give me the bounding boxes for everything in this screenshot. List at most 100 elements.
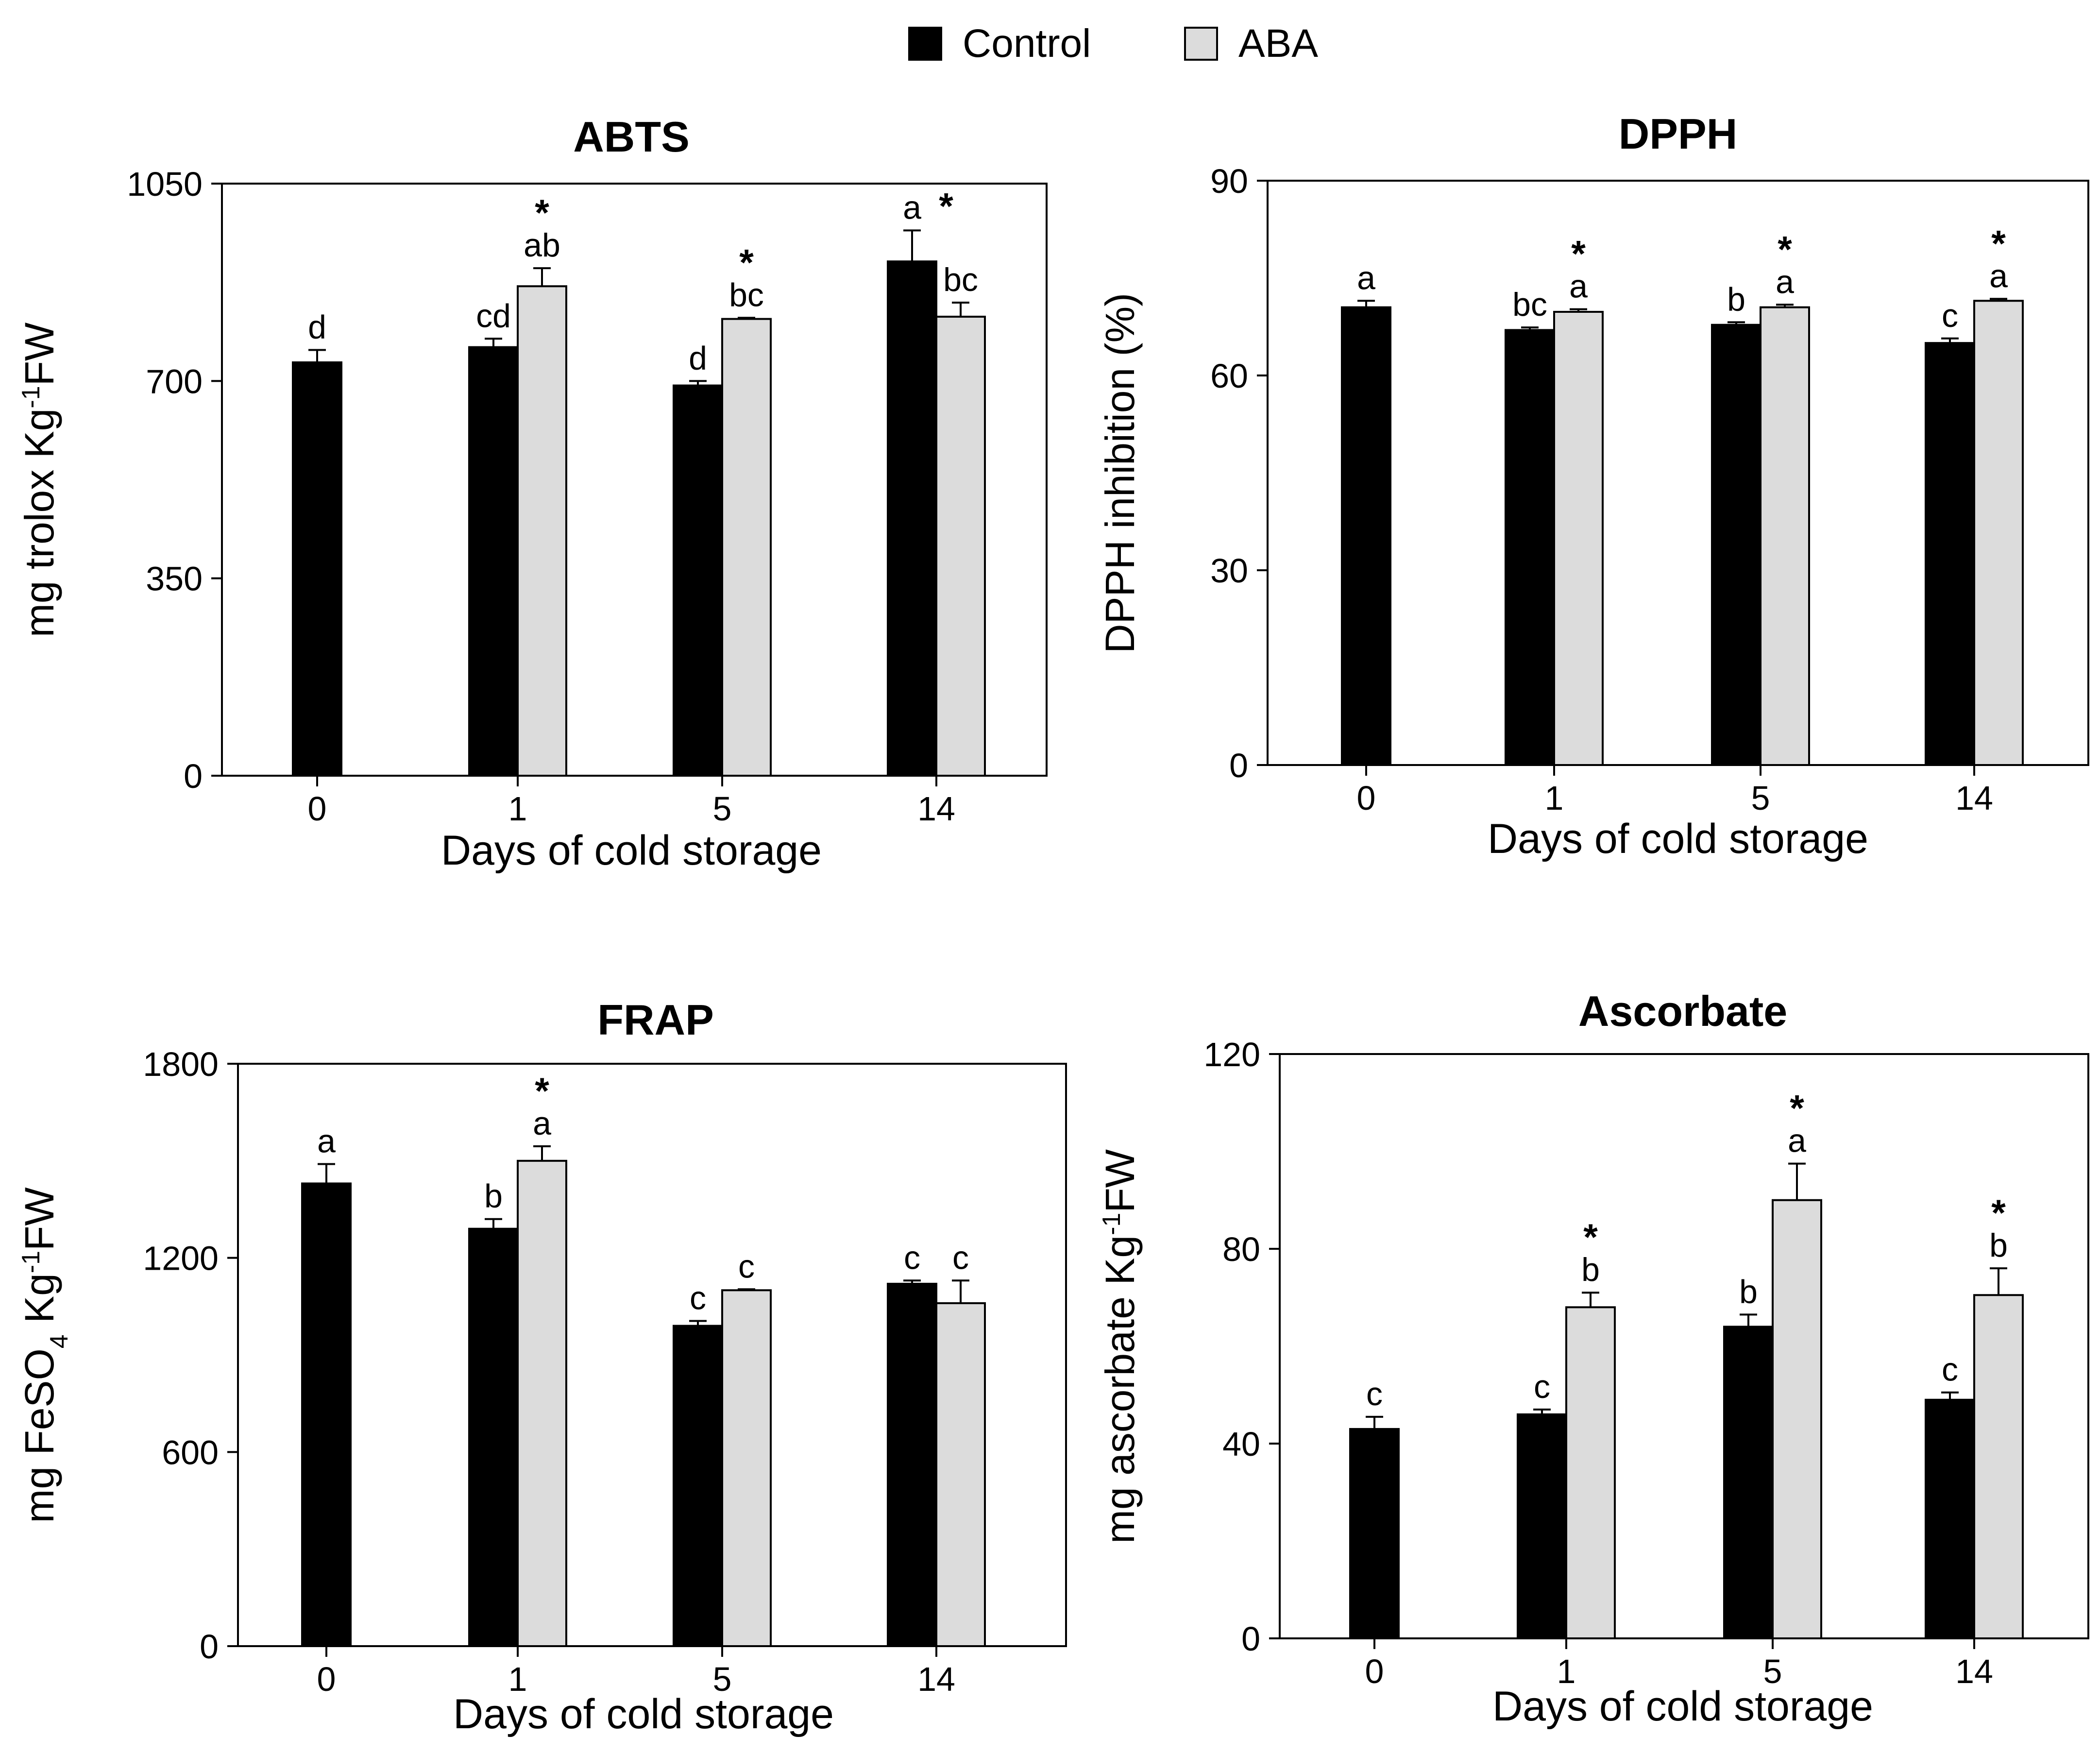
significance-letter: bc xyxy=(943,261,978,298)
y-tick-label: 40 xyxy=(1222,1425,1260,1463)
significance-star: * xyxy=(535,1071,549,1112)
bar-aba-day-1 xyxy=(1565,1306,1616,1640)
significance-letter: cd xyxy=(476,297,511,334)
y-tick-label: 0 xyxy=(200,1628,219,1666)
significance-letter: b xyxy=(1581,1251,1600,1288)
significance-letter: c xyxy=(1534,1368,1550,1405)
bar-aba-day-5 xyxy=(1772,1199,1822,1639)
x-tick-label: 1 xyxy=(1557,1652,1576,1690)
significance-star: * xyxy=(1583,1217,1598,1258)
significance-letter: a xyxy=(317,1123,336,1159)
legend-swatch-aba xyxy=(1184,27,1218,61)
bar-control-day-0 xyxy=(292,361,342,777)
y-axis-title-part: FW xyxy=(1097,1149,1143,1213)
significance-letter: a xyxy=(1569,268,1588,305)
plot-frame xyxy=(221,183,1048,777)
bar-control-day-1 xyxy=(468,1227,519,1647)
bar-control-day-0 xyxy=(1349,1428,1400,1640)
x-tick-label: 5 xyxy=(1763,1652,1782,1690)
x-axis-title: Days of cold storage xyxy=(1492,1683,1873,1730)
x-axis-title: Days of cold storage xyxy=(453,1691,834,1737)
significance-star: * xyxy=(535,192,549,234)
legend-item-aba: ABA xyxy=(1184,21,1319,66)
significance-letter: b xyxy=(1739,1273,1758,1310)
significance-letter: a xyxy=(1357,259,1375,296)
y-axis-title-part: Kg xyxy=(17,1273,62,1334)
x-tick-label: 0 xyxy=(1357,779,1376,817)
chart-title: ABTS xyxy=(573,113,690,161)
y-axis-title-part: 4 xyxy=(45,1334,73,1348)
significance-star: * xyxy=(939,186,953,227)
chart-title: DPPH xyxy=(1619,110,1738,158)
x-tick-label: 14 xyxy=(917,1660,955,1698)
legend-label-control: Control xyxy=(963,21,1091,66)
x-axis-title: Days of cold storage xyxy=(1488,816,1868,862)
y-axis-title: DPPH inhibition (%) xyxy=(1097,293,1143,653)
significance-star: * xyxy=(1991,1192,2006,1234)
chart-title: FRAP xyxy=(597,996,714,1044)
significance-letter: ab xyxy=(524,227,560,264)
y-axis-title-part: -1 xyxy=(1098,1213,1126,1235)
significance-letter: d xyxy=(308,308,326,345)
significance-letter: c xyxy=(738,1248,755,1285)
significance-letter: b xyxy=(1989,1227,2008,1264)
legend-swatch-control xyxy=(908,27,942,61)
bar-control-day-1 xyxy=(468,346,519,777)
y-tick-label: 60 xyxy=(1210,357,1248,395)
significance-letter: c xyxy=(1366,1376,1383,1413)
significance-letter: a xyxy=(903,189,921,226)
significance-letter: c xyxy=(1942,297,1958,334)
bar-aba-day-1 xyxy=(517,1159,567,1647)
plot-frame xyxy=(1279,1053,2089,1639)
x-tick-label: 0 xyxy=(308,790,327,828)
bar-aba-day-14 xyxy=(935,1302,986,1647)
bar-control-day-14 xyxy=(887,1282,937,1647)
significance-letter: a xyxy=(1788,1123,1806,1159)
y-axis-title-part: -1 xyxy=(17,1251,45,1273)
significance-letter: c xyxy=(952,1239,969,1276)
significance-letter: a xyxy=(533,1105,551,1142)
y-axis-title-part: FW xyxy=(17,1187,62,1251)
y-tick-label: 1200 xyxy=(143,1240,219,1277)
significance-letter: d xyxy=(689,340,707,376)
significance-letter: bc xyxy=(729,276,764,313)
x-tick-label: 14 xyxy=(917,790,955,828)
y-axis-title-part: DPPH inhibition (%) xyxy=(1097,293,1143,653)
significance-star: * xyxy=(1991,223,2006,264)
chart-legend: Control ABA xyxy=(0,10,2100,78)
x-tick-label: 0 xyxy=(1365,1652,1384,1690)
significance-star: * xyxy=(739,242,754,283)
bar-aba-day-1 xyxy=(1553,311,1604,766)
y-tick-label: 1800 xyxy=(143,1045,219,1083)
y-axis-title-part: mg ascorbate Kg xyxy=(1097,1235,1143,1544)
y-tick-label: 600 xyxy=(162,1433,219,1471)
bar-control-day-0 xyxy=(1341,306,1391,766)
bar-aba-day-5 xyxy=(1760,306,1810,766)
bar-control-day-14 xyxy=(1925,1398,1975,1639)
bar-aba-day-14 xyxy=(1973,300,2024,766)
y-tick-label: 30 xyxy=(1210,552,1248,590)
x-tick-label: 1 xyxy=(508,790,527,828)
bar-control-day-1 xyxy=(1505,329,1555,766)
significance-letter: a xyxy=(1776,263,1794,300)
y-tick-label: 350 xyxy=(146,560,203,598)
significance-letter: b xyxy=(1727,281,1745,318)
y-axis-title-part: -1 xyxy=(17,386,45,408)
bar-aba-day-5 xyxy=(721,1289,772,1648)
x-tick-label: 5 xyxy=(713,790,732,828)
bar-aba-day-1 xyxy=(517,285,567,777)
legend-label-aba: ABA xyxy=(1238,21,1319,66)
x-axis-title: Days of cold storage xyxy=(441,827,822,874)
bar-control-day-5 xyxy=(673,384,723,777)
bar-aba-day-14 xyxy=(935,315,986,777)
chart-title: Ascorbate xyxy=(1578,987,1787,1035)
x-tick-label: 14 xyxy=(1955,779,1993,817)
y-tick-label: 80 xyxy=(1222,1230,1260,1268)
significance-star: * xyxy=(1790,1088,1804,1129)
x-tick-label: 0 xyxy=(317,1660,336,1698)
significance-letter: b xyxy=(484,1178,503,1215)
y-axis-title: mg ascorbate Kg-1FW xyxy=(1097,1149,1143,1544)
